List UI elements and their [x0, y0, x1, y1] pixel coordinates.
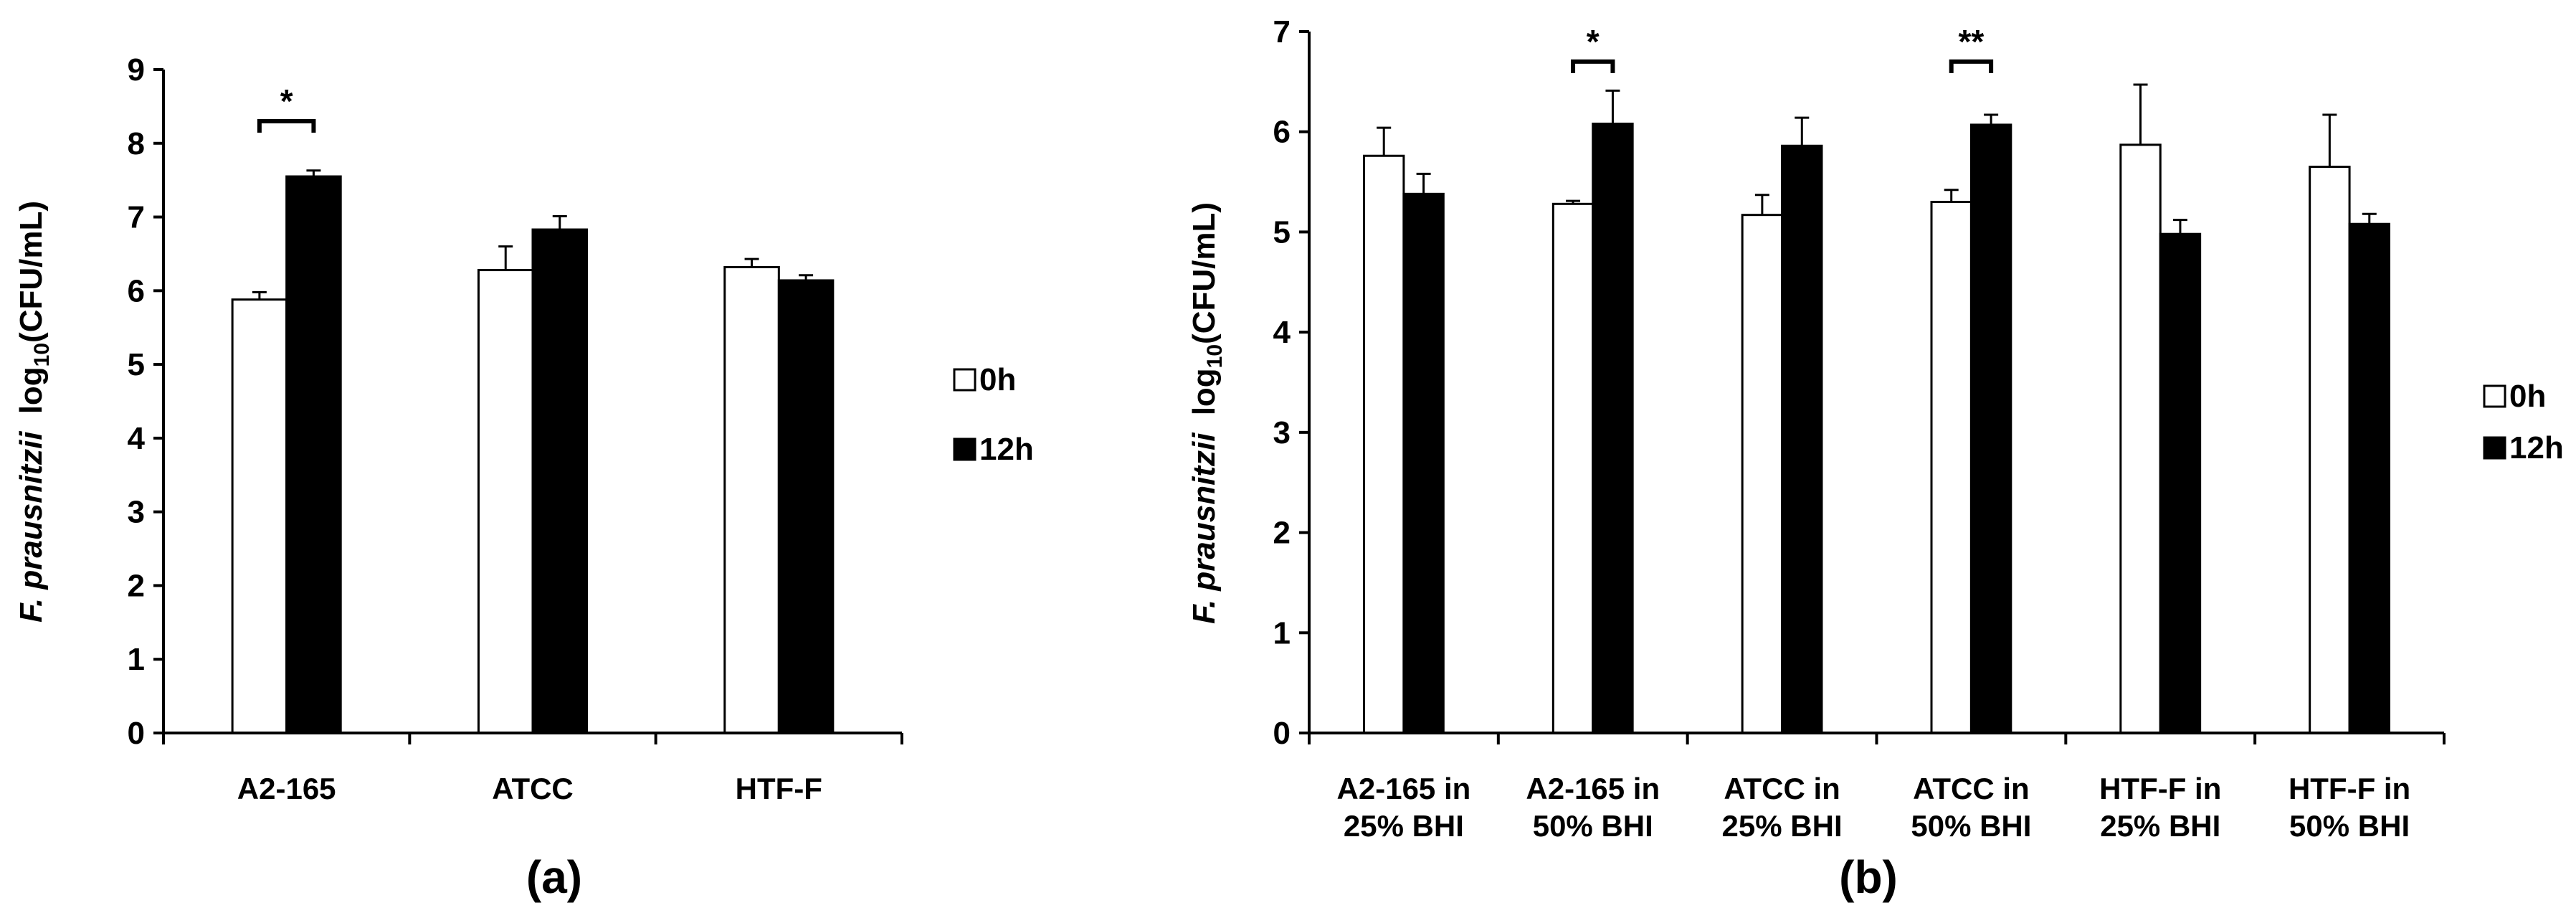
bar-12h-2: [1781, 144, 1823, 734]
x-tick-label: 25% BHI: [2100, 809, 2220, 843]
x-tick-label: A2-165 in: [1526, 772, 1660, 805]
y-axis-title-log: log: [1187, 368, 1222, 415]
x-tick-label: 50% BHI: [1911, 809, 2031, 843]
y-tick-label: 4: [1273, 315, 1291, 350]
y-axis-title-subscript: 10: [30, 343, 54, 366]
significance-bracket: [1571, 59, 1615, 73]
x-tick-label: 50% BHI: [2289, 809, 2410, 843]
y-tick-label: 9: [128, 52, 145, 87]
y-axis-title: F. prausnitzii log10(CFU/mL): [14, 201, 54, 623]
bar-12h-2: [777, 279, 835, 734]
panel-a-legend: 0h 12h: [953, 362, 1034, 467]
y-tick-label: 5: [128, 347, 145, 382]
y-axis-title-unit: (CFU/mL): [1187, 202, 1222, 344]
legend-swatch-0h: [2483, 384, 2506, 408]
panel-label-a: (a): [526, 851, 582, 903]
y-tick-label: 5: [1273, 214, 1291, 250]
bar-12h-1: [531, 228, 589, 734]
y-axis-title-log: log: [14, 366, 49, 414]
legend-label-12h: 12h: [2509, 430, 2564, 465]
y-tick-label: 4: [128, 421, 146, 456]
significance-label: *: [1587, 23, 1600, 60]
bar-0h-3: [1930, 201, 1972, 734]
y-tick-label: 2: [1273, 516, 1291, 551]
svg-text:F. prausnitzii log10(C: F. prausnitzii log10(CFU/mL): [1187, 202, 1227, 624]
x-tick-label: A2-165: [237, 772, 336, 805]
significance-bracket: [1949, 59, 1994, 73]
x-tick-label: HTF-F: [736, 772, 822, 805]
panel-a-plot-area: 0 1 2 3 4 5 6 7 8 9 A2-165 ATCC HTF-F *: [128, 52, 903, 805]
y-axis-title-subscript: 10: [1203, 344, 1227, 368]
x-tick-label: 50% BHI: [1533, 809, 1653, 843]
bar-12h-0: [1402, 192, 1445, 734]
legend-swatch-12h: [2483, 436, 2506, 460]
y-axis-title-species: F. prausnitzii: [14, 431, 49, 623]
y-tick-label: 1: [128, 642, 145, 677]
legend-label-12h: 12h: [979, 432, 1034, 467]
x-tick-label: 25% BHI: [1344, 809, 1464, 843]
y-tick-label: 3: [128, 495, 145, 530]
y-axis-title-species: F. prausnitzii: [1187, 432, 1222, 624]
y-tick-label: 3: [1273, 415, 1291, 450]
significance-label: **: [1959, 23, 1985, 60]
bar-0h-5: [2309, 166, 2351, 734]
bar-0h-2: [723, 265, 780, 734]
bar-0h-0: [1363, 154, 1405, 734]
significance-label: *: [280, 82, 293, 120]
panel-label-b: (b): [1839, 851, 1898, 903]
x-tick-label: 25% BHI: [1722, 809, 1843, 843]
bar-0h-0: [231, 298, 288, 734]
bar-0h-4: [2119, 143, 2162, 734]
y-axis-title-unit: (CFU/mL): [14, 201, 49, 343]
y-axis-title: F. prausnitzii log10(CFU/mL): [1187, 202, 1227, 624]
y-tick-label: 8: [128, 126, 145, 161]
bar-0h-1: [1551, 202, 1594, 734]
y-tick-label: 1: [1273, 615, 1291, 651]
y-tick-label: 7: [128, 200, 145, 235]
panel-a-chart: F. prausnitzii log10(CFU/mL) 0 1 2 3 4 5 6 7 8 9 A…: [14, 52, 1034, 903]
y-tick-label: 6: [1273, 115, 1291, 150]
y-tick-label: 6: [128, 273, 145, 308]
x-tick-label: ATCC in: [1724, 772, 1840, 805]
bar-12h-4: [2159, 232, 2202, 734]
bar-0h-1: [477, 269, 534, 734]
y-tick-label: 7: [1273, 14, 1291, 49]
bar-12h-5: [2348, 222, 2390, 734]
bar-0h-2: [1741, 214, 1784, 734]
x-tick-label: ATCC: [492, 772, 574, 805]
bar-12h-0: [285, 175, 342, 734]
x-tick-label: A2-165 in: [1337, 772, 1471, 805]
legend-label-0h: 0h: [2509, 379, 2546, 414]
y-tick-label: 0: [1273, 716, 1291, 751]
bar-12h-3: [1969, 123, 2012, 734]
legend-swatch-0h: [953, 368, 976, 392]
significance-bracket: [257, 118, 316, 133]
x-tick-label: ATCC in: [1913, 772, 2030, 805]
legend-swatch-12h: [953, 437, 976, 461]
y-tick-label: 2: [128, 568, 145, 603]
legend-label-0h: 0h: [979, 362, 1016, 397]
bar-12h-1: [1592, 123, 1634, 734]
x-tick-label: HTF-F in: [2099, 772, 2221, 805]
panel-b-plot-area: 0 1 2 3 4 5 6 7 A2-165 in 25% BHI A2-165 in 50% BHI…: [1273, 14, 2446, 843]
x-tick-label: HTF-F in: [2289, 772, 2410, 805]
y-tick-label: 0: [128, 716, 145, 751]
svg-text:F. prausnitzii log10(C: F. prausnitzii log10(CFU/mL): [14, 201, 54, 623]
panel-b-chart: F. prausnitzii log10(CFU/mL) 0 1 2 3 4 5 6 7 A2-…: [1187, 14, 2564, 903]
panel-b-legend: 0h 12h: [2483, 379, 2564, 465]
